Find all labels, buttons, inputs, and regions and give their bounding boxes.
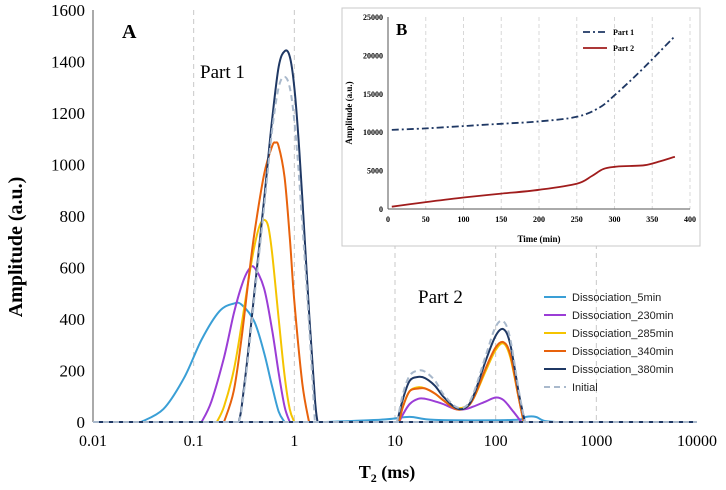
- panel-b-y-tick-label: 20000: [363, 51, 383, 60]
- panel-b-label: B: [396, 20, 407, 39]
- part2-annotation: Part 2: [418, 287, 463, 308]
- panel-b-x-tick-label: 200: [533, 215, 545, 224]
- panel-a-series: [93, 49, 697, 423]
- panel-b-y-tick-label: 25000: [363, 13, 383, 22]
- panel-b-x-axis-label: Time (min): [517, 234, 560, 244]
- panel-a-x-tick-label: 10000: [677, 433, 717, 450]
- panel-a-y-tick-label: 1600: [51, 1, 85, 20]
- series-curve: [140, 301, 286, 423]
- panel-a-x-tick-label: 100: [484, 433, 508, 450]
- panel-b-y-tick-label: 10000: [363, 128, 383, 137]
- panel-b-legend: Part 1 Part 2: [583, 28, 634, 53]
- legend-label: Dissociation_285min: [572, 328, 674, 340]
- panel-b-series: [391, 35, 676, 208]
- part1-annotation: Part 1: [200, 62, 245, 83]
- legend-label: Dissociation_5min: [572, 292, 661, 304]
- panel-a-y-tick-label: 800: [60, 207, 86, 226]
- panel-b-tick-labels: 0 50 100 150 200 250 300 350 400 0 5000 10000 15000 2…: [363, 13, 696, 224]
- panel-a-label: A: [122, 21, 137, 43]
- panel-a-x-tick-label: 1: [290, 433, 298, 450]
- series-curve: [223, 141, 310, 423]
- series-part-1-line: [391, 35, 676, 131]
- panel-a-x-axis-label: T2 (ms): [359, 462, 416, 485]
- panel-b-x-tick-label: 350: [646, 215, 658, 224]
- panel-a-y-tick-label: 1200: [51, 104, 85, 123]
- series-curve: [324, 415, 557, 423]
- series-initial: [93, 75, 697, 423]
- legend-entry: Dissociation_340min: [544, 346, 674, 358]
- panel-a: 0.01 0.1 1 10 100 1000 10000020040060080010001…: [5, 1, 717, 485]
- panel-a-x-tick-label: 0.01: [79, 433, 107, 450]
- panel-b-x-tick-label: 50: [422, 215, 430, 224]
- panel-b-gridlines: [425, 17, 691, 209]
- panel-b-x-tick-label: 300: [609, 215, 621, 224]
- panel-b-y-tick-label: 5000: [367, 167, 383, 176]
- legend-label: Part 1: [613, 28, 634, 37]
- panel-b-x-tick-label: 150: [495, 215, 507, 224]
- legend-label: Dissociation_340min: [572, 346, 674, 358]
- legend-entry: Dissociation_380min: [544, 364, 674, 376]
- panel-a-tick-labels: 0.01 0.1 1 10 100 1000 10000020040060080010001…: [51, 1, 717, 450]
- inset-frame: [341, 7, 701, 247]
- panel-a-y-tick-label: 600: [60, 259, 86, 278]
- legend-entry: Part 1: [583, 28, 634, 37]
- legend-label: Dissociation_230min: [572, 310, 674, 322]
- legend-entry: Initial: [544, 382, 598, 394]
- legend-entry: Dissociation_285min: [544, 328, 674, 340]
- legend-label: Part 2: [613, 44, 634, 53]
- series-part-2-line: [391, 155, 676, 208]
- legend-entry: Dissociation_5min: [544, 292, 661, 304]
- panel-a-y-tick-label: 400: [60, 310, 86, 329]
- series-curve: [396, 319, 526, 423]
- panel-b-axes: [387, 17, 690, 210]
- series-curve: [237, 75, 316, 423]
- panel-a-gridlines: [193, 10, 597, 422]
- panel-a-x-tick-label: 0.1: [184, 433, 204, 450]
- panel-b-y-tick-label: 0: [379, 205, 383, 214]
- panel-b-inset: 0 50 100 150 200 250 300 350 400 0 5000 10000 15000 2…: [341, 7, 701, 247]
- legend-label: Dissociation_380min: [572, 364, 674, 376]
- panel-a-y-tick-label: 1000: [51, 156, 85, 175]
- panel-a-x-tick-label: 10: [387, 433, 403, 450]
- panel-a-y-tick-label: 1400: [51, 53, 85, 72]
- legend-label: Initial: [572, 382, 598, 394]
- series-curve: [396, 327, 526, 423]
- panel-b-x-tick-label: 250: [571, 215, 583, 224]
- panel-a-y-axis-label: Amplitude (a.u.): [5, 177, 27, 318]
- legend-entry: Part 2: [583, 44, 634, 53]
- panel-a-y-tick-label: 0: [77, 413, 86, 432]
- panel-a-y-tick-label: 200: [60, 362, 86, 381]
- panel-b-y-axis-label: Amplitude (a.u.): [344, 81, 354, 144]
- panel-b-y-tick-label: 15000: [363, 90, 383, 99]
- panel-b-x-tick-label: 100: [458, 215, 470, 224]
- panel-b-x-tick-label: 0: [386, 215, 390, 224]
- panel-a-x-tick-label: 1000: [580, 433, 612, 450]
- panel-a-legend: Dissociation_5min Dissociation_230min Diss…: [544, 292, 674, 394]
- panel-b-x-tick-label: 400: [684, 215, 696, 224]
- legend-entry: Dissociation_230min: [544, 310, 674, 322]
